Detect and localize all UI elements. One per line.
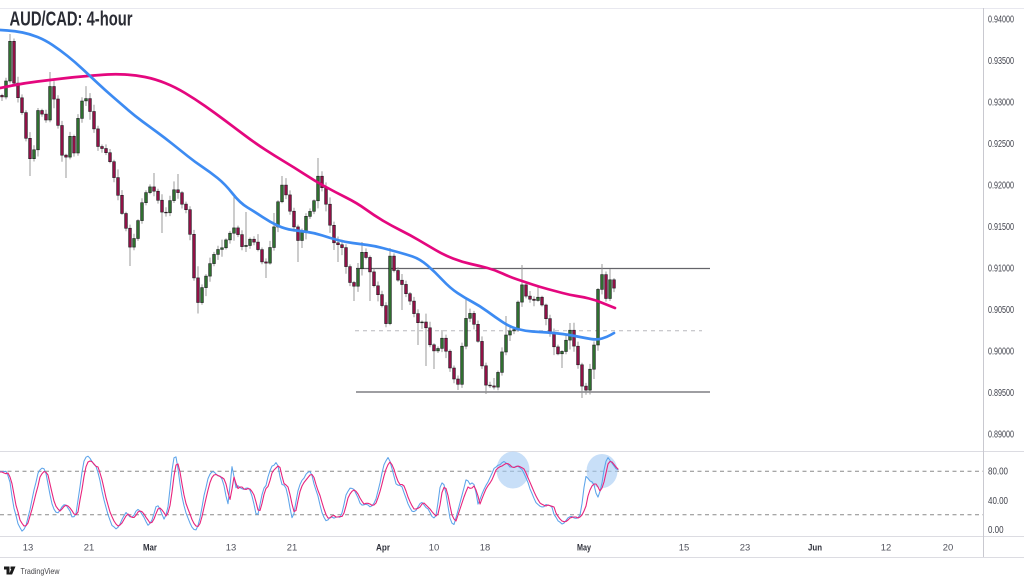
svg-text:0.00: 0.00: [988, 525, 1004, 536]
svg-text:20: 20: [943, 543, 954, 554]
svg-text:13: 13: [23, 543, 34, 554]
svg-text:18: 18: [480, 543, 491, 554]
svg-text:0.91000: 0.91000: [988, 264, 1014, 275]
svg-text:Mar: Mar: [143, 543, 157, 554]
svg-text:0.92000: 0.92000: [988, 181, 1014, 192]
svg-text:15: 15: [679, 543, 690, 554]
svg-text:Jun: Jun: [808, 543, 822, 554]
svg-text:0.89500: 0.89500: [988, 388, 1014, 399]
svg-text:10: 10: [429, 543, 440, 554]
svg-text:0.93500: 0.93500: [988, 56, 1014, 67]
svg-text:0.90500: 0.90500: [988, 305, 1014, 316]
svg-text:12: 12: [881, 543, 892, 554]
svg-text:May: May: [577, 543, 592, 554]
svg-text:0.90000: 0.90000: [988, 347, 1014, 358]
svg-text:21: 21: [287, 543, 298, 554]
svg-text:21: 21: [84, 543, 95, 554]
svg-text:13: 13: [226, 543, 237, 554]
svg-text:0.89000: 0.89000: [988, 430, 1014, 441]
svg-text:0.94000: 0.94000: [988, 15, 1014, 26]
svg-text:AUD/CAD: 4-hour: AUD/CAD: 4-hour: [10, 9, 133, 31]
svg-text:80.00: 80.00: [988, 467, 1008, 478]
svg-text:0.92500: 0.92500: [988, 139, 1014, 150]
svg-text:0.93000: 0.93000: [988, 98, 1014, 109]
svg-text:0.91500: 0.91500: [988, 222, 1014, 233]
svg-text:40.00: 40.00: [988, 496, 1008, 507]
svg-text:Apr: Apr: [376, 543, 390, 554]
svg-text:23: 23: [740, 543, 751, 554]
svg-text:TradingView: TradingView: [21, 566, 61, 576]
